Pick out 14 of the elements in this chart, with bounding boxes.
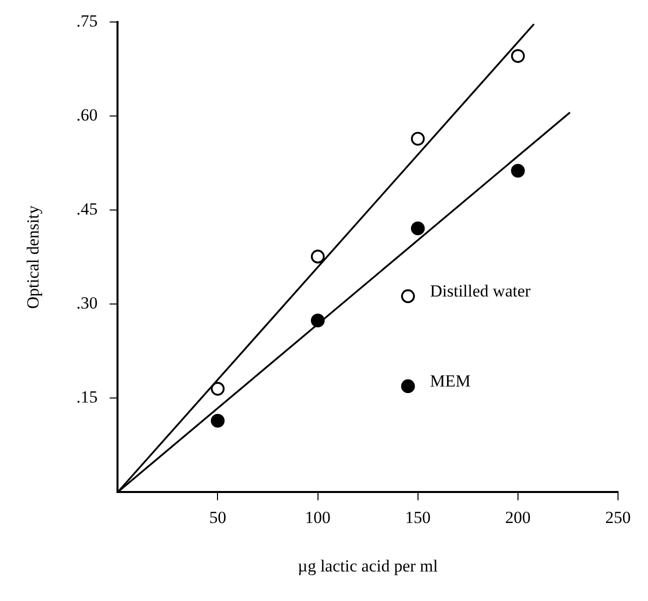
y-tick-label: .75 (76, 12, 98, 31)
x-tick-label: 150 (405, 508, 431, 527)
x-tick-label: 100 (305, 508, 331, 527)
y-tick-label: .15 (76, 388, 98, 407)
legend-label: MEM (430, 372, 471, 391)
x-tick-label: 50 (209, 508, 226, 527)
legend-label: Distilled water (430, 282, 531, 301)
y-tick-label: .60 (76, 106, 98, 125)
x-axis-title: µg lactic acid per ml (298, 556, 438, 576)
y-tick-label: .30 (76, 294, 98, 313)
x-tick-label: 250 (605, 508, 631, 527)
y-tick-label: .45 (76, 200, 98, 219)
x-tick-label: 200 (505, 508, 531, 527)
y-axis-title: Optical density (24, 205, 43, 309)
